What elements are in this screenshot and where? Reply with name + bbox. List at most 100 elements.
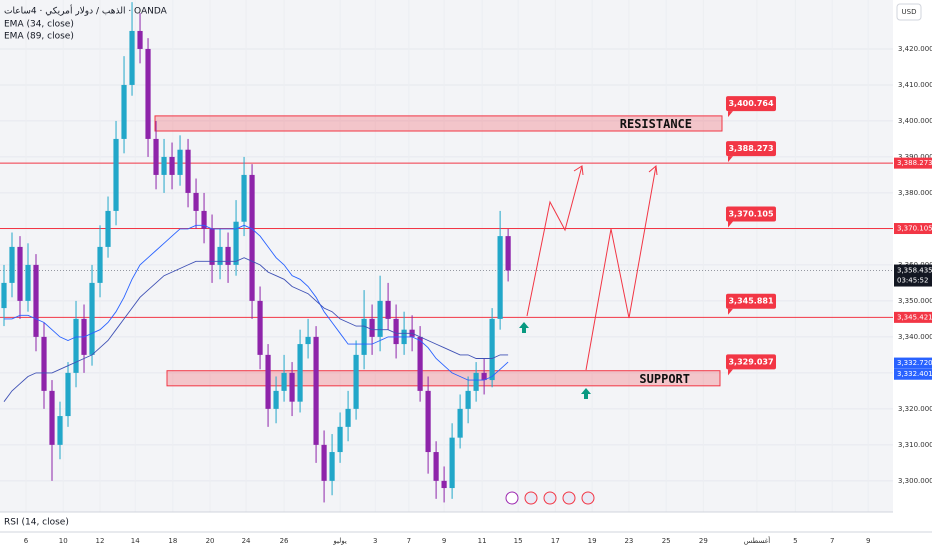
event-icon[interactable] [505,491,519,505]
candle-body [193,192,199,211]
arrow-head [648,165,658,176]
indicator-label: EMA (89, close) [4,32,74,42]
candle-body [1,282,7,309]
candle-body [481,372,487,381]
candle-body [9,246,15,283]
candle-body [353,354,359,409]
x-tick-label: 25 [662,537,671,545]
y-tick-label: 3,420.000 [898,45,932,53]
candle-body [377,300,383,337]
candle-body [465,390,471,409]
y-tick-label: 3,320.000 [898,405,932,413]
ema-line [4,224,509,381]
x-tick-label: 3 [373,537,377,545]
candle-body [393,318,399,345]
x-tick-label: 20 [206,537,215,545]
candle-body [345,408,351,427]
callout-label: 3,329.037 [728,357,773,366]
candle-body [449,437,455,489]
price-badge-label: 3,388.273 [897,159,932,167]
y-tick-label: 3,310.000 [898,441,932,449]
candle-body [233,221,239,265]
candle-body [385,300,391,319]
projection-path [526,165,583,317]
candle-body [249,174,255,301]
candle-body [473,372,479,391]
candle-body [321,444,327,481]
event-icon[interactable] [581,491,595,505]
candle-body [89,282,95,355]
price-badge [894,157,932,169]
x-tick-label: 7 [407,537,411,545]
x-tick-label: يوليو [332,537,346,545]
x-tick-label: 12 [96,537,105,545]
x-tick-label: 19 [588,537,597,545]
x-tick-label: 9 [442,537,446,545]
candle-body [25,264,31,301]
candle-body [113,138,119,211]
y-tick-label: 3,390.000 [898,153,932,161]
callout-box [726,293,776,309]
symbol: الذهب / دولار أمريكي · 4ساعات · OANDA [4,5,168,17]
x-tick-label: 9 [866,537,870,545]
candle-body [433,452,439,481]
y-tick-label: 3,350.000 [898,297,932,305]
price-badge [894,357,932,369]
currency[interactable]: USD [902,8,917,16]
candle-body [417,336,423,391]
candle-body [209,228,215,265]
candle-body [289,372,295,402]
countdown: 03:45:52 [897,277,928,285]
candle-body [361,318,367,355]
zone [154,115,723,132]
events [505,491,595,505]
plot: 3,400.764 3,388.273 3,370.105 3,345.881 3,32… [1,2,776,503]
candle-body [425,390,431,453]
candle-body [369,318,375,337]
x-tick-label: 17 [551,537,560,545]
x-tick-label: 10 [59,537,68,545]
candle-body [457,408,463,438]
currency-button[interactable] [896,3,922,21]
candle-body [337,426,343,453]
callout-label: 3,345.881 [728,297,773,306]
last-price-badge [894,264,932,287]
x-tick-label: أغسطس [744,536,771,545]
candle-body [153,138,159,175]
event-icon[interactable] [562,491,576,505]
callout-label: 3,370.105 [728,210,773,219]
x-tick-label: 11 [478,537,487,545]
candle-body [281,372,287,391]
callout: 3,370.105 [726,206,776,228]
candle-body [241,174,247,222]
event-icon[interactable] [543,491,557,505]
x-tick-label: 7 [830,537,834,545]
candle-body [257,300,263,355]
up-arrow [581,388,591,399]
callout: 3,400.764 [726,96,776,118]
price-badge-label: 3,345.421 [897,313,932,321]
callout-pointer [728,156,733,163]
candle-body [97,246,103,283]
candle-body [41,336,47,391]
price-badge [894,311,932,323]
candle-body [497,236,503,319]
callout: 3,345.881 [726,293,776,315]
y-tick-label: 3,340.000 [898,333,932,341]
candle-body [65,372,71,417]
event-icon[interactable] [524,491,538,505]
projection-path [585,165,657,371]
candle-body [305,336,311,345]
callout-label: 3,400.764 [728,99,773,108]
zone-label: RESISTANCE [620,117,692,131]
price-badge [894,368,932,380]
candle-body [73,318,79,373]
callout-pointer [728,369,733,376]
ema-line [3,257,509,402]
candle-body [145,48,151,139]
arrow-head [573,165,584,176]
y-tick-label: 3,380.000 [898,189,932,197]
candle-body [185,149,191,193]
x-tick-label: 14 [131,537,140,545]
